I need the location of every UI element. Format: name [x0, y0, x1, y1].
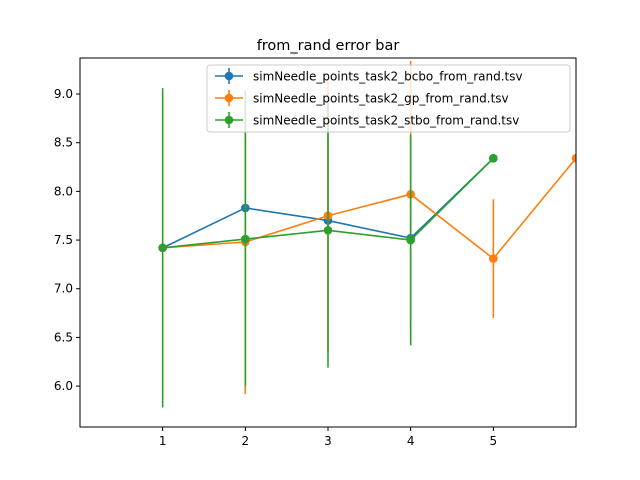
legend-label: simNeedle_points_task2_bcbo_from_rand.ts…	[253, 70, 523, 84]
axes: 1 2 3 4 5 6.0 6.5 7.0 7.5 8.0 8.5 9.0	[54, 87, 497, 448]
data-point	[571, 153, 576, 163]
legend-label: simNeedle_points_task2_stbo_from_rand.ts…	[253, 114, 519, 128]
x-tick-label: 5	[490, 434, 498, 448]
data-point	[406, 235, 415, 245]
legend-entry-1: simNeedle_points_task2_bcbo_from_rand.ts…	[215, 68, 523, 84]
y-tick-label: 8.5	[54, 136, 73, 150]
plot-area	[158, 60, 576, 408]
x-tick-label: 3	[324, 434, 332, 448]
data-point	[489, 254, 498, 263]
y-tick-label: 7.5	[54, 233, 73, 247]
legend-entry-3: simNeedle_points_task2_stbo_from_rand.ts…	[215, 112, 519, 128]
legend-box	[206, 64, 571, 133]
series-3	[158, 88, 498, 408]
y-tick-label: 9.0	[54, 87, 73, 101]
y-tick-label: 6.0	[54, 379, 73, 393]
legend-marker	[224, 115, 234, 125]
series-line	[162, 157, 576, 260]
data-point	[489, 153, 498, 163]
legend-marker	[224, 71, 234, 81]
data-point	[323, 226, 333, 235]
data-point	[158, 243, 167, 253]
x-tick-label: 2	[242, 434, 250, 448]
x-tick-label: 1	[159, 434, 167, 448]
legend-label: simNeedle_points_task2_gp_from_rand.tsv	[253, 92, 509, 106]
legend: simNeedle_points_task2_bcbo_from_rand.ts…	[206, 64, 571, 133]
y-tick-label: 7.0	[54, 282, 73, 296]
x-tick-label: 4	[407, 434, 415, 448]
chart-title: from_rand error bar	[257, 38, 400, 54]
legend-marker	[224, 93, 234, 103]
legend-entry-2: simNeedle_points_task2_gp_from_rand.tsv	[215, 90, 509, 106]
y-tick-label: 8.0	[54, 184, 73, 198]
y-tick-label: 6.5	[54, 330, 73, 344]
data-point	[241, 234, 250, 244]
